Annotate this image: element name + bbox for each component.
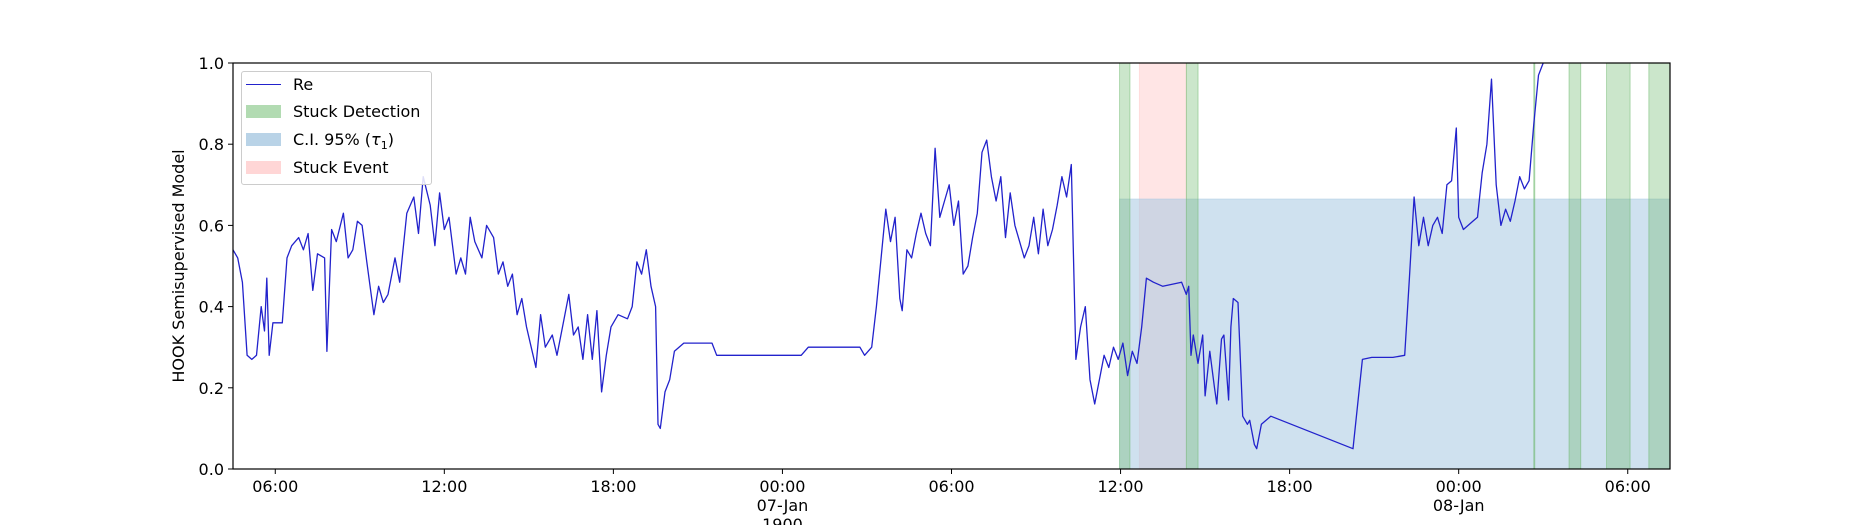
legend-swatch-stuck-detection	[246, 105, 281, 118]
region-stuck-detection-5	[1568, 62, 1582, 470]
y-tick-label: 0.0	[199, 460, 224, 479]
legend-swatch-re	[246, 84, 281, 85]
region-stuck-detection-6	[1606, 62, 1631, 470]
y-tick-label: 0.4	[199, 298, 224, 317]
shaded-regions	[1119, 62, 1671, 470]
chart-legend: Re Stuck Detection C.I. 95% (τ1) Stuck E…	[241, 71, 432, 185]
series-line-re	[232, 62, 1544, 450]
series-layer	[232, 62, 1544, 450]
y-axis: 0.0 0.2 0.4 0.6 0.8 1.0	[199, 54, 233, 479]
legend-label-stuck-event: Stuck Event	[293, 158, 389, 177]
region-stuck-detection-2	[1119, 62, 1131, 470]
x-year-label: 1900	[762, 515, 803, 525]
region-ci-95-1	[1119, 198, 1671, 470]
x-tick-label: 18:00	[1267, 477, 1313, 496]
x-tick-label: 00:00	[759, 477, 805, 496]
x-tick-label: 00:00	[1436, 477, 1482, 496]
x-date-label: 07-Jan	[757, 496, 809, 515]
x-tick-label: 06:00	[1605, 477, 1651, 496]
legend-swatch-ci-95	[246, 133, 281, 146]
legend-label-stuck-detection: Stuck Detection	[293, 102, 421, 121]
region-stuck-detection-7	[1648, 62, 1671, 470]
y-tick-label: 0.6	[199, 216, 224, 235]
legend-label-ci-95: C.I. 95% (τ1)	[293, 130, 394, 153]
y-tick-label: 1.0	[199, 54, 224, 73]
x-tick-label: 06:00	[252, 477, 298, 496]
x-tick-label: 12:00	[421, 477, 467, 496]
region-stuck-detection-3	[1185, 62, 1199, 470]
y-tick-label: 0.8	[199, 135, 224, 154]
x-date-label: 08-Jan	[1433, 496, 1485, 515]
x-tick-label: 12:00	[1098, 477, 1144, 496]
x-tick-label: 06:00	[928, 477, 974, 496]
legend-label-re: Re	[293, 75, 314, 94]
y-tick-label: 0.2	[199, 379, 224, 398]
x-tick-label: 18:00	[590, 477, 636, 496]
legend-swatch-stuck-event	[246, 161, 281, 174]
y-axis-label: HOOK Semisupervised Model	[169, 149, 188, 382]
